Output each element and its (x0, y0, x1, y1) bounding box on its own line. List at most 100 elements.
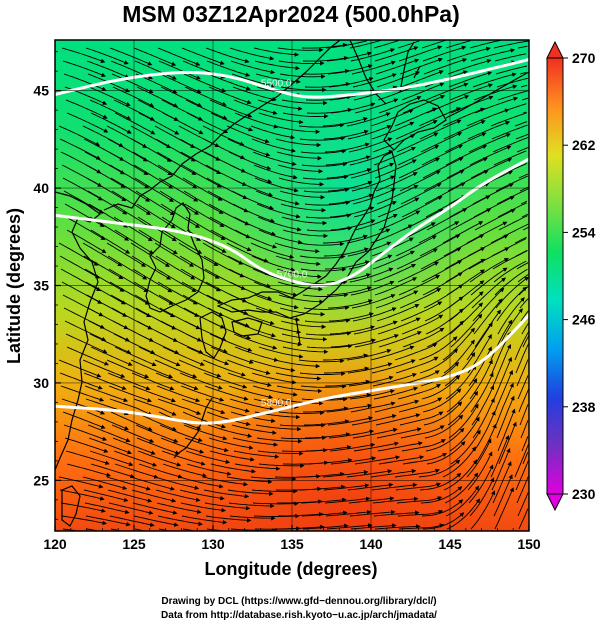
streamline (62, 411, 106, 429)
streamline (280, 203, 327, 213)
streamline (354, 98, 399, 114)
streamline (228, 385, 274, 400)
streamline (351, 294, 396, 309)
streamline (178, 476, 224, 489)
streamline (443, 459, 478, 491)
streamline (180, 502, 226, 513)
streamline (206, 60, 251, 77)
streamline (202, 476, 248, 487)
streamline (256, 203, 301, 219)
streamline (114, 112, 156, 135)
streamline (326, 51, 372, 62)
streamline (350, 280, 395, 296)
streamline (227, 489, 274, 497)
streamline (349, 150, 394, 166)
streamline (520, 419, 529, 439)
streamline (420, 247, 462, 270)
streamline (497, 408, 516, 452)
streamline (162, 229, 203, 254)
streamline (498, 421, 517, 465)
streamline (61, 515, 107, 526)
streamline (442, 327, 475, 361)
streamline (490, 223, 529, 244)
streamline (322, 470, 369, 478)
streamline (394, 468, 440, 478)
streamline (132, 502, 178, 515)
streamline (469, 477, 495, 517)
streamline (210, 229, 252, 252)
streamline (276, 268, 322, 279)
streamline (518, 508, 529, 530)
streamline (376, 71, 421, 88)
streamline (90, 112, 132, 134)
streamline (251, 138, 296, 153)
streamline (327, 299, 373, 309)
streamline (184, 320, 227, 341)
streamline (372, 373, 417, 387)
streamline (375, 58, 420, 75)
streamline (84, 385, 129, 402)
streamline (469, 145, 512, 166)
streamline (301, 162, 348, 167)
streamline (304, 419, 350, 426)
streamline (254, 294, 299, 310)
streamline (517, 492, 529, 517)
streamline (156, 268, 197, 292)
streamline (250, 359, 296, 373)
y-tick-label: 35 (33, 278, 49, 294)
streamline (516, 359, 529, 387)
colorbar-tick-label: 262 (572, 137, 596, 153)
streamline (470, 267, 508, 296)
streamline (227, 138, 271, 157)
streamline (302, 523, 349, 530)
streamline (232, 320, 276, 338)
streamline (473, 84, 518, 101)
streamline (86, 177, 127, 202)
streamline (280, 435, 327, 440)
streamline (521, 436, 529, 452)
streamline (448, 71, 493, 88)
streamline (154, 476, 200, 490)
credit-drawing: Drawing by DCL (https://www.gfd−dennou.o… (161, 596, 436, 607)
streamline (448, 403, 479, 439)
streamline (59, 489, 105, 501)
streamline (66, 112, 109, 133)
streamline (230, 60, 276, 75)
streamline (230, 177, 274, 197)
streamline (65, 216, 106, 241)
streamline (234, 346, 279, 362)
streamline (108, 502, 154, 515)
streamline (299, 254, 346, 260)
streamline (374, 46, 419, 62)
streamline (228, 151, 272, 170)
streamline (326, 168, 372, 179)
streamline (184, 86, 227, 106)
contour-label: 5500.0 (261, 79, 292, 90)
streamline (228, 268, 271, 288)
streamline (323, 234, 368, 244)
streamline (254, 177, 299, 193)
streamline (160, 86, 203, 107)
streamline (300, 149, 347, 154)
streamline (421, 260, 463, 283)
streamline (109, 47, 153, 66)
streamline (282, 229, 329, 239)
streamline (373, 40, 399, 49)
streamline (470, 48, 516, 62)
streamline (396, 496, 443, 504)
streamline (354, 455, 401, 465)
streamline (112, 203, 152, 229)
streamline (251, 255, 296, 272)
streamline (61, 47, 106, 63)
streamline (373, 264, 417, 283)
streamline (133, 47, 177, 66)
streamline (203, 489, 250, 499)
streamline (277, 281, 323, 292)
streamline (422, 512, 465, 530)
streamline (519, 404, 529, 426)
streamline (157, 515, 203, 526)
streamline (160, 203, 200, 228)
streamline (59, 372, 103, 390)
streamline (498, 308, 523, 348)
streamline (229, 47, 275, 61)
